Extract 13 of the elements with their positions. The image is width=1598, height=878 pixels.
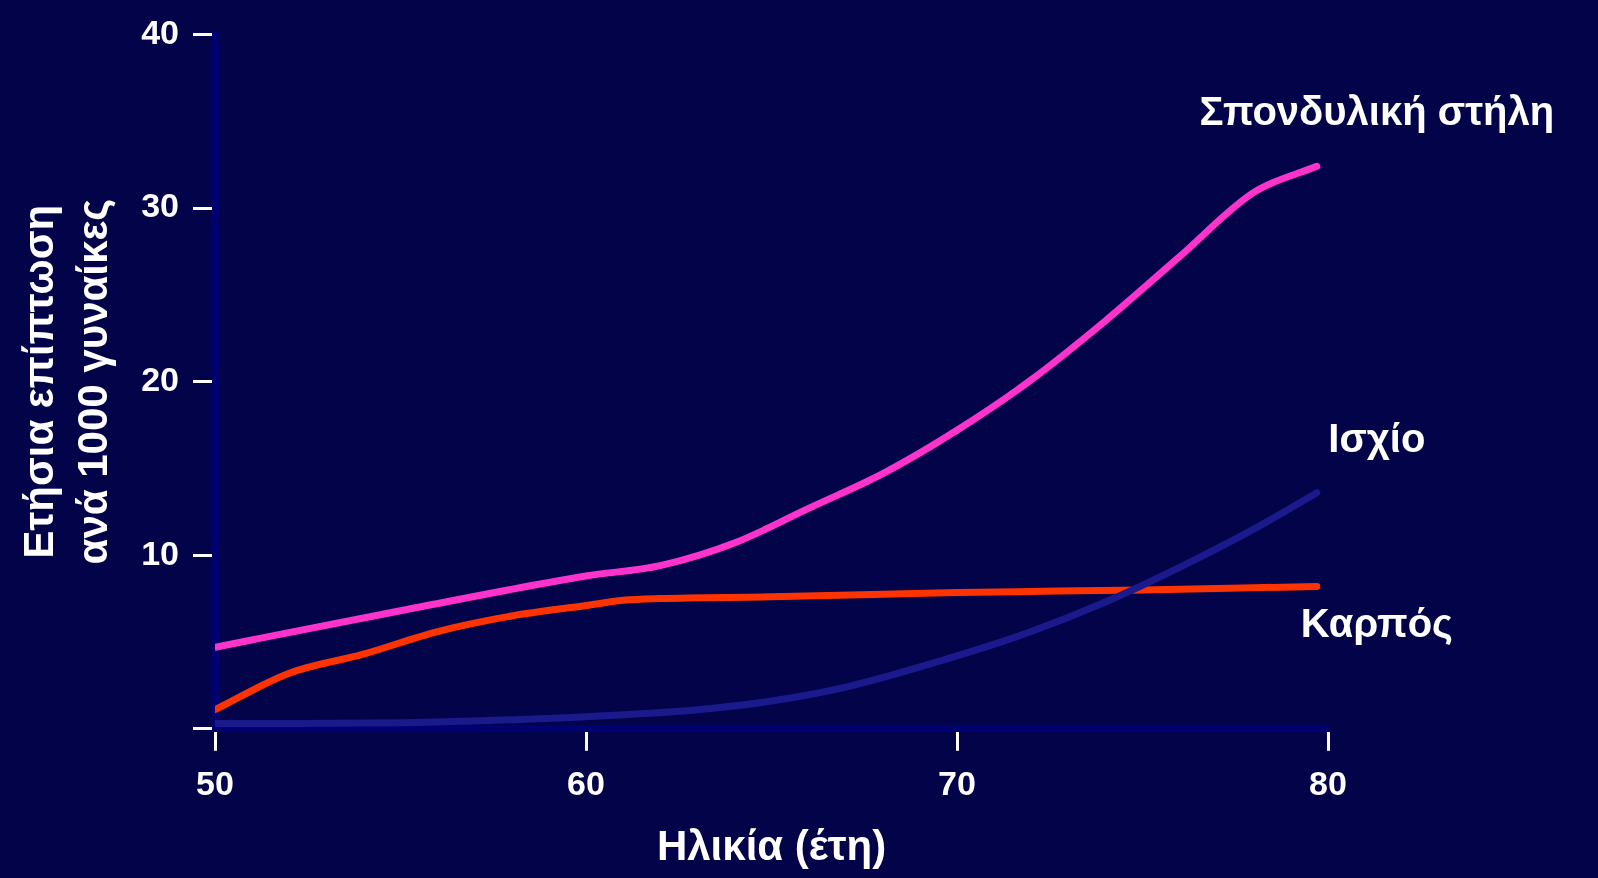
x-tick-label: 60 bbox=[567, 763, 605, 802]
series-label: Καρπός bbox=[1300, 601, 1453, 647]
y-tick-label: 20 bbox=[141, 359, 180, 398]
y-axis-title: Ετήσια επίπτωση ανά 1000 γυναίκες bbox=[14, 198, 117, 565]
y-tick-label: 10 bbox=[141, 533, 180, 572]
series-label: Ισχίο bbox=[1328, 415, 1426, 460]
x-axis-title: Ηλικία (έτη) bbox=[656, 822, 887, 870]
x-tick-label: 70 bbox=[938, 763, 976, 802]
series-label: Σπονδυλική στήλη bbox=[1199, 89, 1555, 134]
x-tick-label: 80 bbox=[1309, 763, 1347, 802]
y-tick-label: 40 bbox=[141, 12, 180, 51]
x-tick-label: 50 bbox=[196, 763, 234, 802]
y-tick-label: 30 bbox=[141, 186, 180, 225]
